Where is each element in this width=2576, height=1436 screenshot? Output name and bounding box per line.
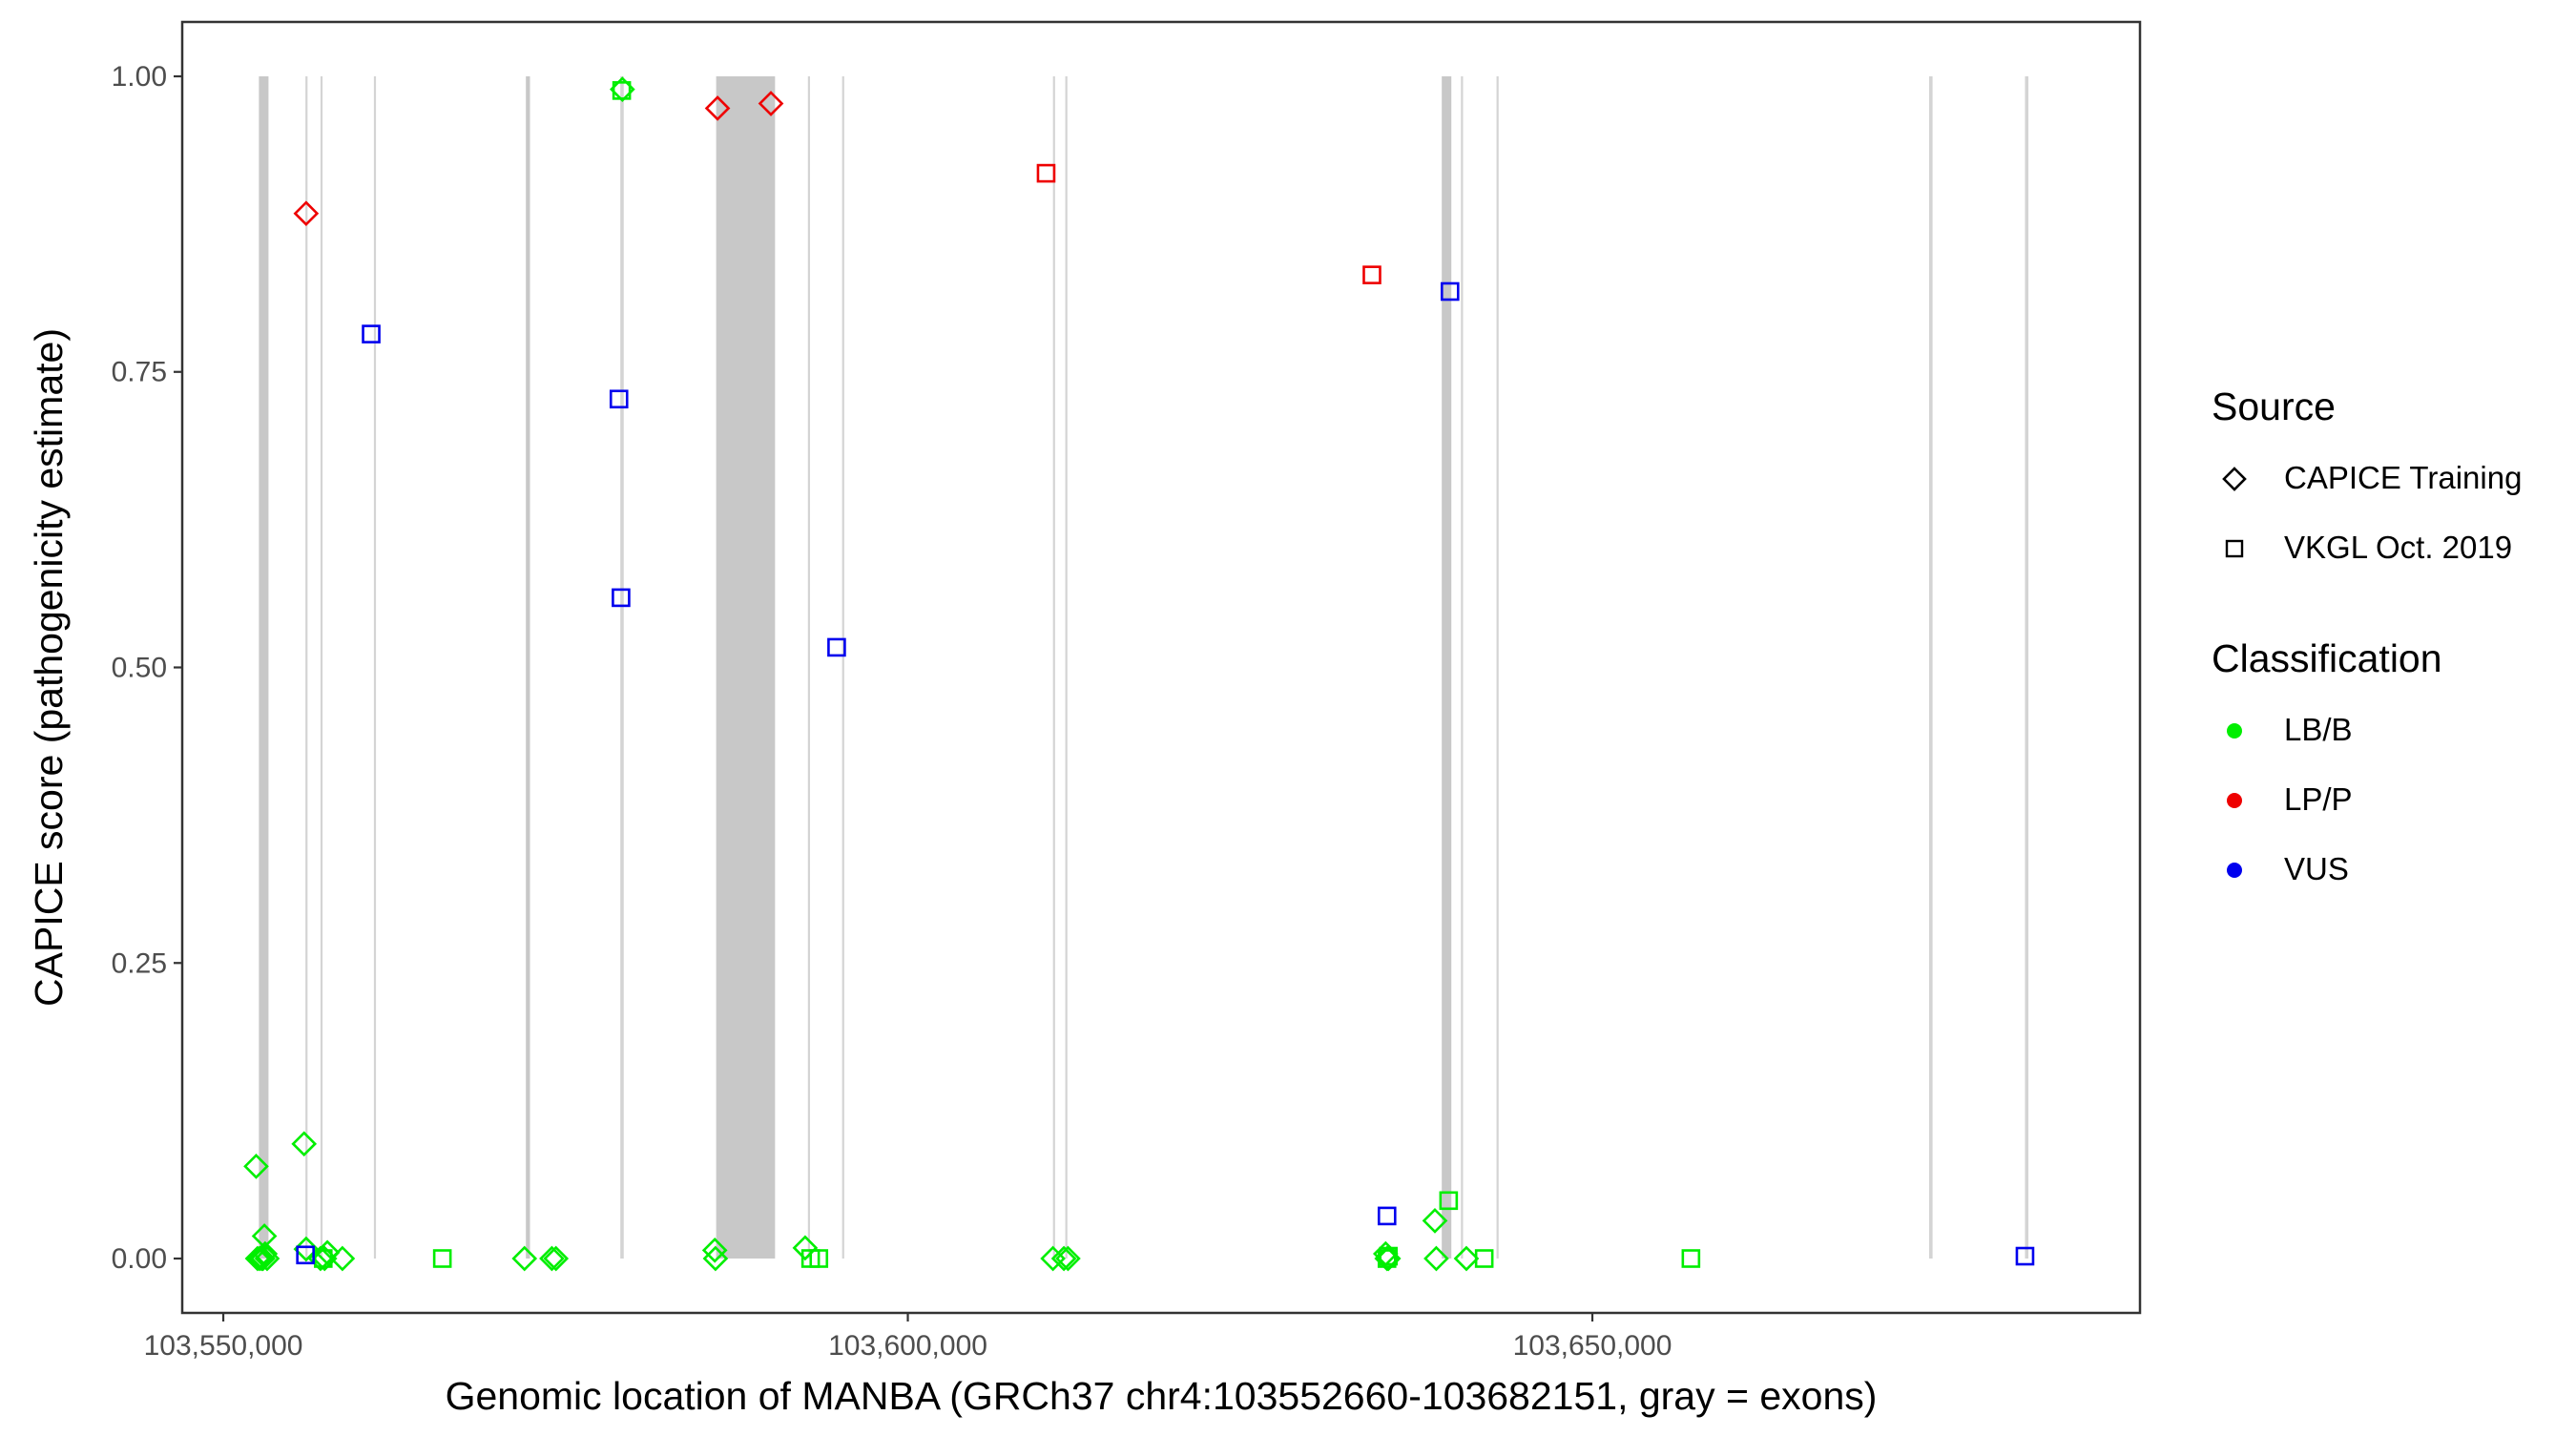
data-point-square [362, 324, 381, 343]
data-point-diamond [244, 1245, 271, 1272]
y-tick-label: 0.75 [112, 357, 167, 388]
legend-item-label: VUS [2284, 851, 2349, 886]
legend-key-diamond [2222, 467, 2247, 491]
data-point-diamond [251, 1223, 278, 1249]
data-point-square [1377, 1249, 1397, 1268]
exon-bands [259, 75, 2029, 1259]
data-point-square [1439, 1191, 1459, 1211]
exon-band [1065, 75, 1068, 1259]
legend-title: Source [2212, 385, 2336, 428]
legend-item-label: LP/P [2284, 781, 2353, 817]
legend-key-dot [2227, 863, 2242, 878]
data-point-square [827, 637, 846, 657]
exon-band [841, 75, 844, 1259]
data-point-diamond [314, 1239, 341, 1266]
data-point-diamond [293, 1236, 320, 1262]
data-point-diamond [252, 1240, 279, 1267]
x-tick-label: 103,600,000 [828, 1330, 987, 1362]
plot-panel-border [180, 20, 2142, 1315]
data-point-square [1379, 1246, 1399, 1266]
y-tick-label: 0.25 [112, 947, 167, 979]
data-point-diamond [1050, 1245, 1077, 1272]
x-tick-label: 103,550,000 [144, 1330, 303, 1362]
x-tick-label: 103,650,000 [1513, 1330, 1672, 1362]
y-tick-label: 0.00 [112, 1243, 167, 1275]
data-point-square [1681, 1249, 1701, 1268]
data-point-diamond [1422, 1208, 1448, 1234]
data-point-diamond [758, 91, 784, 116]
data-point-diamond [539, 1245, 565, 1272]
data-point-square [1377, 1206, 1397, 1226]
legend-key-square [2225, 539, 2244, 558]
legend: Source CAPICE Training VKGL Oct. 2019 Class… [2212, 385, 2522, 886]
legend-item-label: VKGL Oct. 2019 [2284, 530, 2512, 565]
data-point-diamond [792, 1235, 819, 1261]
data-point-diamond [704, 95, 731, 121]
exon-band [1052, 75, 1055, 1259]
data-point-diamond [702, 1245, 729, 1272]
data-point-square [1474, 1249, 1494, 1268]
data-point-diamond [1055, 1245, 1081, 1272]
exon-band [2025, 75, 2029, 1259]
data-point-square [1036, 163, 1056, 183]
legend-item-label: LB/B [2284, 712, 2353, 747]
data-point-square [432, 1249, 452, 1268]
data-point-diamond [329, 1245, 356, 1272]
y-axis-title: CAPICE score (pathogenicity estimate) [27, 328, 71, 1007]
data-point-diamond [243, 1154, 269, 1179]
exon-band [716, 75, 776, 1259]
data-point-square [314, 1249, 333, 1268]
data-point-diamond [254, 1245, 280, 1272]
legend-title: Classification [2212, 636, 2442, 680]
data-point-square [609, 389, 629, 409]
exon-band [305, 75, 308, 1259]
exon-band [1929, 75, 1933, 1259]
y-axis: 0.00 0.25 0.50 0.75 1.00 [112, 61, 182, 1275]
data-points [243, 76, 2035, 1272]
legend-item-label: CAPICE Training [2284, 460, 2522, 495]
x-axis: 103,550,000 103,600,000 103,650,000 [144, 1313, 1672, 1362]
data-point-diamond [701, 1237, 728, 1263]
data-point-square [296, 1245, 315, 1265]
x-axis-title: Genomic location of MANBA (GRCh37 chr4:1… [446, 1374, 1878, 1418]
data-point-diamond [293, 200, 320, 227]
legend-key-dot [2227, 793, 2242, 808]
legend-key-dot [2227, 723, 2242, 739]
data-point-square [809, 1249, 829, 1268]
data-point-diamond [1423, 1245, 1449, 1272]
data-point-diamond [511, 1245, 538, 1272]
exon-band [807, 75, 810, 1259]
exon-band [373, 75, 377, 1259]
data-point-diamond [1453, 1245, 1480, 1272]
data-point-diamond [246, 1245, 273, 1272]
exon-band [1442, 75, 1452, 1259]
exon-band [526, 75, 530, 1259]
exon-band [1461, 75, 1464, 1259]
exon-band [259, 75, 269, 1259]
data-point-square [2015, 1246, 2035, 1266]
data-point-square [612, 81, 632, 100]
y-tick-label: 1.00 [112, 61, 167, 93]
data-point-diamond [543, 1245, 570, 1272]
exon-band [320, 75, 323, 1259]
exon-band [1496, 75, 1499, 1259]
data-point-square [612, 588, 631, 608]
exon-band [620, 75, 624, 1259]
y-tick-label: 0.50 [112, 653, 167, 684]
data-point-square [1440, 281, 1460, 302]
data-point-diamond [291, 1131, 318, 1157]
data-point-square [1362, 265, 1381, 284]
